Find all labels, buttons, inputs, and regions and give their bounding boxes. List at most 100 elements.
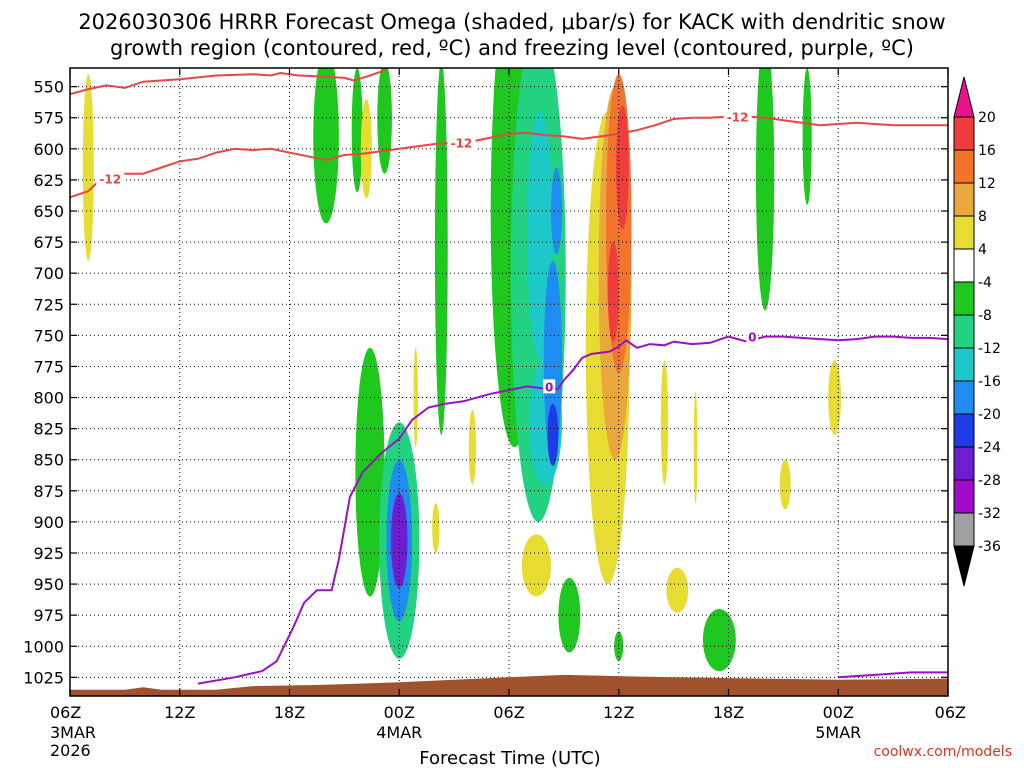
omega-shade: [432, 503, 440, 553]
x-tick-label: 06Z: [50, 703, 81, 722]
freezing-contour-label-bg: [746, 329, 759, 344]
y-tick-label: 900: [33, 513, 64, 532]
y-tick-label: 950: [33, 575, 64, 594]
omega-shade: [666, 567, 689, 613]
dgz-contour-label: -12: [451, 137, 473, 151]
y-tick-label: 825: [33, 420, 64, 439]
dgz-contour-label-bg: [96, 171, 125, 186]
x-tick-label: 00Z: [384, 703, 415, 722]
colorbar-label: -32: [978, 506, 1001, 522]
y-tick-label: 925: [33, 544, 64, 563]
y-tick-label: 675: [33, 233, 64, 252]
dgz-contour-label: -12: [99, 173, 121, 187]
colorbar-band: [953, 116, 975, 151]
colorbar: 20 16 12 8 4 -4 -8 -12 -16 -20 -24 -28 -32 -36: [953, 76, 1001, 587]
colorbar-band: [953, 446, 975, 481]
colorbar-band: [953, 479, 975, 514]
colorbar-band: [953, 380, 975, 415]
omega-shade: [755, 68, 775, 311]
x-tick-label: 12Z: [164, 703, 195, 722]
omega-shade: [82, 74, 94, 261]
colorbar-label: -16: [978, 374, 1001, 390]
omega-shade: [313, 68, 339, 224]
colorbar-label: -12: [978, 341, 1001, 357]
freezing-level-contour: [197, 335, 948, 685]
plot-content: -12 -12 -12 0 0: [70, 68, 948, 696]
colorbar-label: 20: [978, 110, 996, 126]
x-tick-date: 4MAR: [376, 723, 422, 742]
x-tick-date: 5MAR: [815, 723, 861, 742]
y-tick-label: 725: [33, 295, 64, 314]
colorbar-label: -36: [978, 539, 1001, 555]
chart-title-line2: growth region (contoured, red, ºC) and f…: [110, 36, 914, 60]
colorbar-label: -20: [978, 407, 1001, 423]
x-tick-label: 00Z: [823, 703, 854, 722]
colorbar-band: [953, 215, 975, 250]
omega-shade: [434, 68, 448, 435]
omega-shade: [543, 260, 563, 460]
y-tick-label: 775: [33, 357, 64, 376]
axes: 550 575 600 625 650 675 700 725 750 775 800 825 850 8…: [23, 67, 966, 760]
omega-shade: [802, 68, 812, 205]
omega-shade: [351, 68, 363, 193]
credit-text: coolwx.com/models: [874, 744, 1012, 760]
colorbar-band: [953, 149, 975, 184]
x-tick-year: 2026: [50, 741, 91, 760]
omega-shade: [551, 167, 563, 255]
colorbar-label: 4: [978, 242, 987, 258]
dgz-contour-label-bg: [447, 135, 476, 150]
y-tick-label: 600: [33, 140, 64, 159]
omega-shade: [355, 347, 385, 597]
colorbar-label: 12: [978, 176, 996, 192]
y-tick-label: 700: [33, 264, 64, 283]
colorbar-band: [953, 281, 975, 316]
colorbar-label: 16: [978, 143, 996, 159]
y-tick-label: 550: [33, 78, 64, 97]
omega-shade: [693, 391, 698, 504]
colorbar-label: -4: [978, 275, 992, 291]
omega-shade: [521, 534, 552, 597]
y-tick-label: 650: [33, 202, 64, 221]
omega-shade: [468, 409, 477, 485]
y-tick-label: 1025: [23, 668, 64, 687]
omega-shade: [547, 403, 559, 466]
colorbar-arrow-top: [953, 76, 975, 118]
y-tick-label: 800: [33, 389, 64, 408]
omega-shade: [702, 608, 736, 672]
freezing-level-contour-sfc: [838, 671, 948, 679]
x-tick-label: 18Z: [274, 703, 305, 722]
x-tick-label: 06Z: [935, 703, 966, 722]
colorbar-band: [953, 347, 975, 382]
x-tick-label: 18Z: [713, 703, 744, 722]
y-tick-label: 625: [33, 171, 64, 190]
x-axis-label: Forecast Time (UTC): [419, 748, 600, 768]
omega-shade: [660, 360, 669, 485]
colorbar-band: [953, 182, 975, 217]
dgz-contour-label: -12: [727, 110, 749, 124]
colorbar-arrow-bottom: [953, 545, 975, 587]
colorbar-label: -8: [978, 308, 992, 324]
colorbar-label: -24: [978, 440, 1001, 456]
y-tick-label: 850: [33, 451, 64, 470]
chart-title-line1: 2026030306 HRRR Forecast Omega (shaded, …: [78, 10, 945, 34]
y-tick-label: 875: [33, 482, 64, 501]
omega-shade: [607, 242, 619, 342]
omega-shade: [779, 459, 791, 510]
colorbar-label: -28: [978, 473, 1001, 489]
y-tick-label: 1000: [23, 637, 64, 656]
omega-shade: [558, 577, 581, 653]
omega-shade: [413, 347, 418, 448]
y-tick-label: 575: [33, 109, 64, 128]
dgz-contour-upper: [70, 68, 387, 96]
freezing-contour-label: 0: [748, 331, 756, 345]
dgz-contour-label-bg: [723, 109, 752, 124]
plot-area: -12 -12 -12 0 0: [70, 68, 948, 696]
x-tick-date: 3MAR: [50, 723, 96, 742]
freezing-contour-label: 0: [545, 380, 553, 394]
y-tick-label: 750: [33, 326, 64, 345]
colorbar-band: [953, 314, 975, 349]
omega-shade: [377, 68, 392, 174]
colorbar-band: [953, 248, 975, 283]
dgz-contour: [70, 115, 948, 199]
